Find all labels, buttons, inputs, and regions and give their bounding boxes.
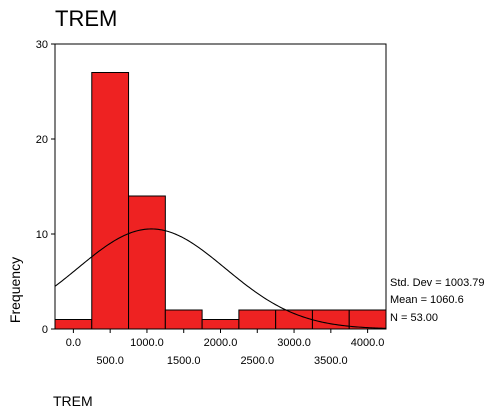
stat-n: N = 53.00 bbox=[390, 312, 438, 324]
histogram-bar bbox=[238, 309, 277, 330]
histogram-bar bbox=[201, 319, 240, 330]
x-tick-label: 3500.0 bbox=[314, 355, 348, 367]
y-tick-label: 10 bbox=[36, 229, 48, 241]
y-tick-label: 0 bbox=[42, 324, 48, 336]
y-axis-label: Frequency bbox=[7, 257, 23, 323]
histogram-bar bbox=[128, 195, 166, 330]
x-tick-label: 0.0 bbox=[66, 337, 81, 349]
x-tick-label: 1500.0 bbox=[167, 355, 201, 367]
histogram-bar bbox=[275, 309, 313, 330]
x-tick-label: 2000.0 bbox=[204, 337, 238, 349]
x-axis-label: TREM bbox=[53, 393, 93, 409]
y-tick-label: 20 bbox=[36, 134, 48, 146]
x-tick-label: 4000.0 bbox=[351, 337, 385, 349]
x-tick-label: 3000.0 bbox=[277, 337, 311, 349]
histogram-bar bbox=[54, 319, 93, 330]
x-tick-label: 500.0 bbox=[96, 355, 124, 367]
plot-area: 0 10 20 30 0.0 1000.0 2000.0 3000.0 4000.0 500.0 1… bbox=[36, 39, 387, 367]
x-tick-label: 1000.0 bbox=[130, 337, 164, 349]
histogram-bar bbox=[91, 72, 130, 330]
chart-title: TREM bbox=[55, 6, 117, 31]
histogram-bar bbox=[164, 309, 203, 330]
stat-mean: Mean = 1060.6 bbox=[390, 294, 464, 306]
histogram-bar bbox=[348, 309, 387, 330]
y-tick-label: 30 bbox=[36, 39, 48, 51]
x-tick-label: 2500.0 bbox=[240, 355, 274, 367]
stat-std-dev: Std. Dev = 1003.79 bbox=[390, 277, 484, 289]
normal-curve bbox=[54, 228, 387, 329]
